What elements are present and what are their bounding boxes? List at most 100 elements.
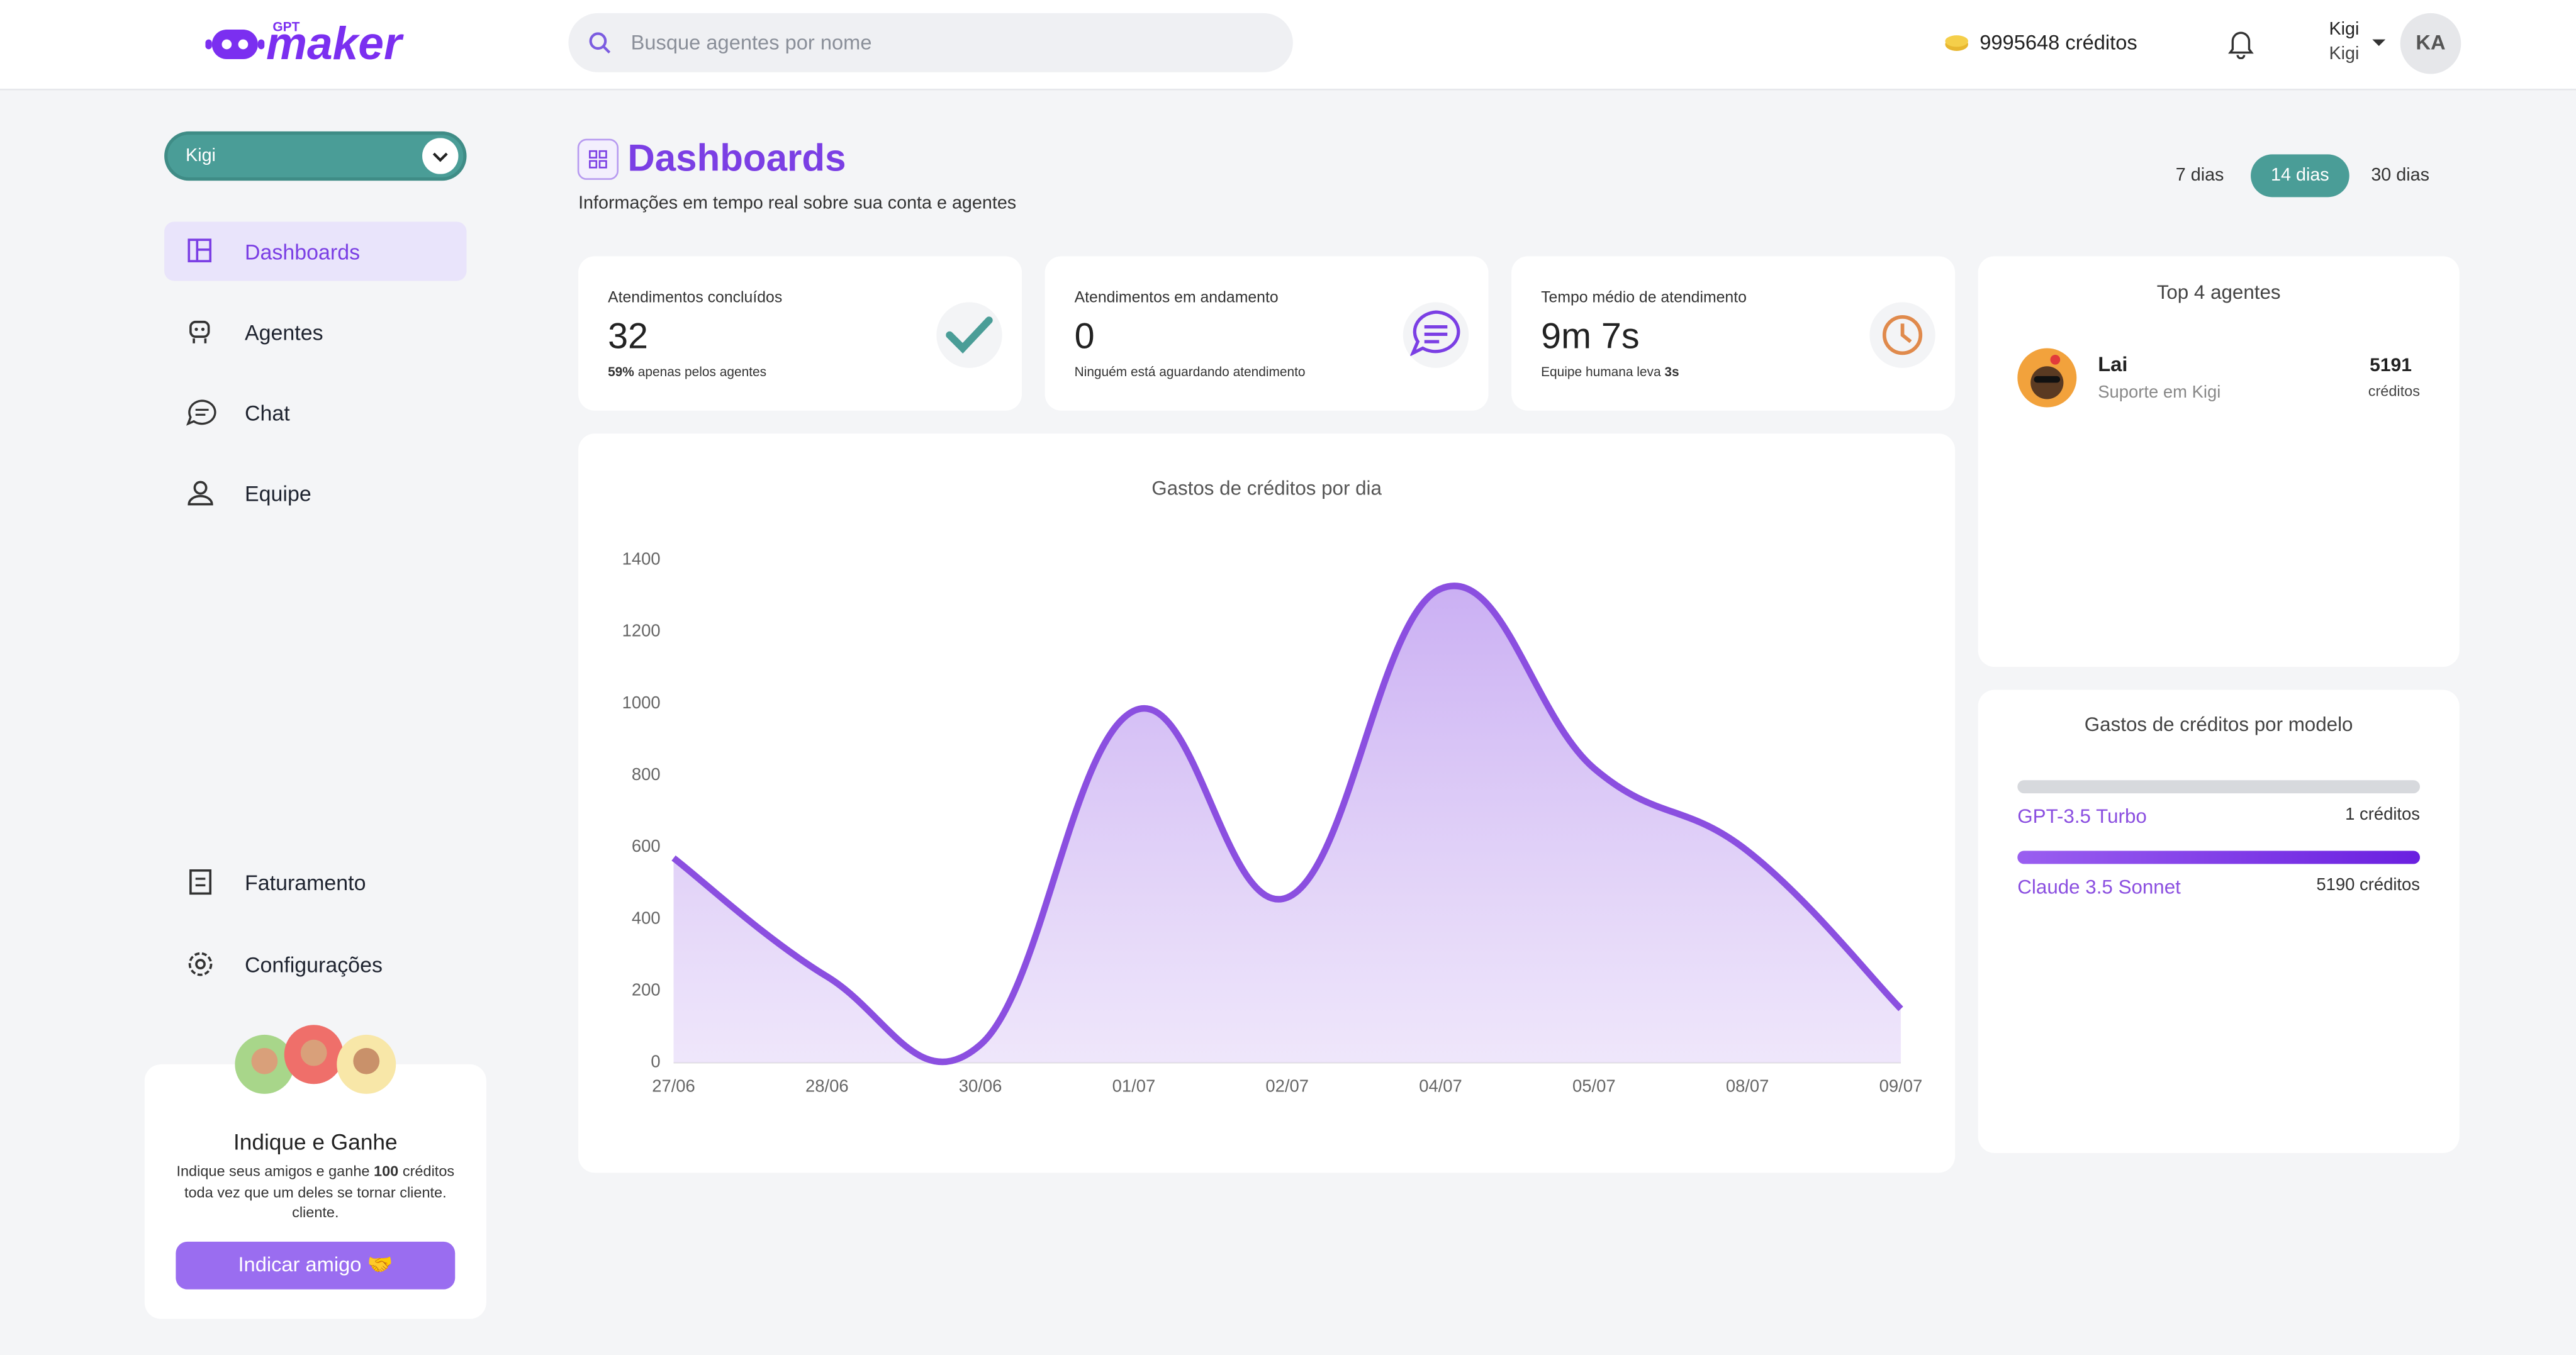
- model-credits: 1 créditos: [2345, 805, 2421, 825]
- x-tick-label: 04/07: [1419, 1076, 1462, 1096]
- agent-name: Lai: [2098, 353, 2128, 376]
- agent-credits: 5191: [2370, 356, 2412, 376]
- x-tick-label: 01/07: [1112, 1076, 1156, 1096]
- x-tick-label: 02/07: [1265, 1076, 1309, 1096]
- period-7[interactable]: 7 dias: [2175, 165, 2224, 186]
- stat-value: 0: [1074, 315, 1095, 357]
- model-costs-title: Gastos de créditos por modelo: [2084, 713, 2353, 736]
- chart-title: Gastos de créditos por dia: [1151, 477, 1382, 499]
- line: [671, 583, 1903, 1066]
- y-tick-label: 0: [651, 1052, 660, 1071]
- referral-button[interactable]: Indicar amigo 🤝: [176, 1241, 456, 1290]
- workspace-name: Kigi: [186, 146, 216, 166]
- menu-faturamento[interactable]: Faturamento: [164, 852, 466, 912]
- menu-label: Agentes: [245, 319, 323, 345]
- stat-label: Atendimentos em andamento: [1074, 289, 1279, 308]
- chart-card: Gastos de créditos por dia 0 200 400 600 800…: [578, 433, 1956, 1173]
- avatar[interactable]: KA: [2400, 13, 2461, 74]
- workspace-select[interactable]: Kigi: [164, 131, 467, 181]
- agent-avatar: [2017, 348, 2077, 408]
- coins-icon: [1945, 35, 1968, 51]
- menu-icon: [189, 320, 210, 343]
- x-tick-label: 08/07: [1726, 1076, 1769, 1096]
- y-tick-label: 400: [632, 908, 661, 927]
- x-tick-label: 27/06: [652, 1076, 695, 1096]
- stat-card: Tempo médio de atendimento 9m 7s Equipe …: [1511, 256, 1956, 411]
- top-agents-card: Top 4 agentes Lai Suporte em Kigi 5191 c…: [1978, 256, 2460, 667]
- menu-label: Dashboards: [245, 238, 361, 264]
- referral-text-2: créditos toda vez que um deles se tornar…: [184, 1163, 455, 1220]
- top-agents-title: Top 4 agentes: [2156, 281, 2281, 304]
- user-name: Kigi: [2329, 20, 2360, 40]
- stat-sub-bold: 3s: [1664, 364, 1679, 380]
- workspace-chevron: [422, 138, 459, 174]
- menu-equipe[interactable]: Equipe: [164, 463, 466, 522]
- user-team: Kigi: [2329, 44, 2360, 64]
- menu-icon: [188, 238, 212, 262]
- y-tick-label: 200: [632, 979, 661, 999]
- search-icon: [589, 32, 611, 54]
- y-tick-label: 1400: [622, 549, 661, 569]
- stat-card: Atendimentos em andamento 0 Ninguém está…: [1044, 256, 1489, 411]
- menu-agentes[interactable]: Agentes: [164, 302, 466, 361]
- referral-avatars: [235, 1025, 396, 1094]
- model-name: Claude 3.5 Sonnet: [2017, 875, 2181, 899]
- referral-text: Indique seus amigos e ganhe 100 créditos…: [174, 1161, 457, 1223]
- menu-icon: [188, 481, 213, 506]
- referral-title: Indique e Ganhe: [233, 1130, 398, 1155]
- period-30[interactable]: 30 dias: [2371, 165, 2429, 186]
- menu-label: Chat: [245, 399, 290, 425]
- page-subtitle: Informações em tempo real sobre sua cont…: [578, 194, 1017, 214]
- top-bar: GPT maker Busque agentes por nome 999564…: [0, 0, 2576, 91]
- menu-icon: [186, 399, 216, 426]
- logo: maker: [266, 18, 402, 69]
- stat-label: Atendimentos concluídos: [608, 289, 783, 308]
- stat-sub: Equipe humana leva 3s: [1541, 365, 1679, 379]
- logo-icon: [205, 29, 265, 59]
- check-icon: [936, 302, 1002, 368]
- stat-card: Atendimentos concluídos 32 59% apenas pe…: [578, 256, 1022, 411]
- stat-value: 32: [608, 315, 648, 357]
- page-title: Dashboards: [627, 136, 846, 179]
- model-bar-track: [2017, 780, 2421, 794]
- menu-configuracoes[interactable]: Configurações: [164, 935, 466, 994]
- period-14[interactable]: 14 dias: [2251, 154, 2349, 198]
- user-caret[interactable]: [2371, 38, 2387, 48]
- referral-text-bold: 100: [374, 1163, 399, 1179]
- page-icon: [577, 138, 619, 180]
- agent-credits-unit: créditos: [2368, 382, 2421, 399]
- model-bar: [2017, 850, 2421, 864]
- menu-chat[interactable]: Chat: [164, 382, 466, 442]
- menu-dashboards[interactable]: Dashboards: [164, 221, 467, 281]
- stat-sub: Ninguém está aguardando atendimento: [1074, 364, 1306, 380]
- model-credits: 5190 créditos: [2316, 875, 2421, 895]
- stat-value: 9m 7s: [1541, 315, 1640, 357]
- area: [673, 586, 1901, 1063]
- x-tick-label: 05/07: [1572, 1076, 1616, 1096]
- chart: Gastos de créditos por dia 0 200 400 600 800…: [622, 477, 1923, 1096]
- search-box[interactable]: Busque agentes por nome: [568, 13, 1293, 72]
- model-name: GPT-3.5 Turbo: [2017, 805, 2147, 828]
- x-tick-label: 30/06: [959, 1076, 1002, 1096]
- menu-label: Configurações: [245, 952, 383, 977]
- bell-icon[interactable]: [2226, 28, 2256, 59]
- stat-sub-bold: 59%: [608, 364, 634, 380]
- search-placeholder: Busque agentes por nome: [630, 31, 872, 55]
- y-tick-label: 1000: [622, 693, 661, 712]
- y-tick-label: 1200: [622, 621, 661, 640]
- menu-icon: [189, 869, 212, 895]
- credits: 9995648 créditos: [1980, 31, 2137, 55]
- x-tick-label: 09/07: [1879, 1076, 1923, 1096]
- referral-text-1: Indique seus amigos e ganhe: [176, 1163, 370, 1179]
- y-tick-label: 800: [632, 764, 661, 784]
- chat-icon: [1403, 302, 1469, 368]
- model-costs-card: Gastos de créditos por modelo GPT-3.5 Tu…: [1978, 689, 2460, 1153]
- menu-icon: [188, 952, 213, 976]
- stat-sub: 59% apenas pelos agentes: [608, 365, 766, 379]
- clock-icon: [1869, 302, 1935, 368]
- stat-sub-text: apenas pelos agentes: [637, 364, 767, 380]
- y-tick-label: 600: [632, 836, 661, 856]
- x-tick-label: 28/06: [805, 1076, 849, 1096]
